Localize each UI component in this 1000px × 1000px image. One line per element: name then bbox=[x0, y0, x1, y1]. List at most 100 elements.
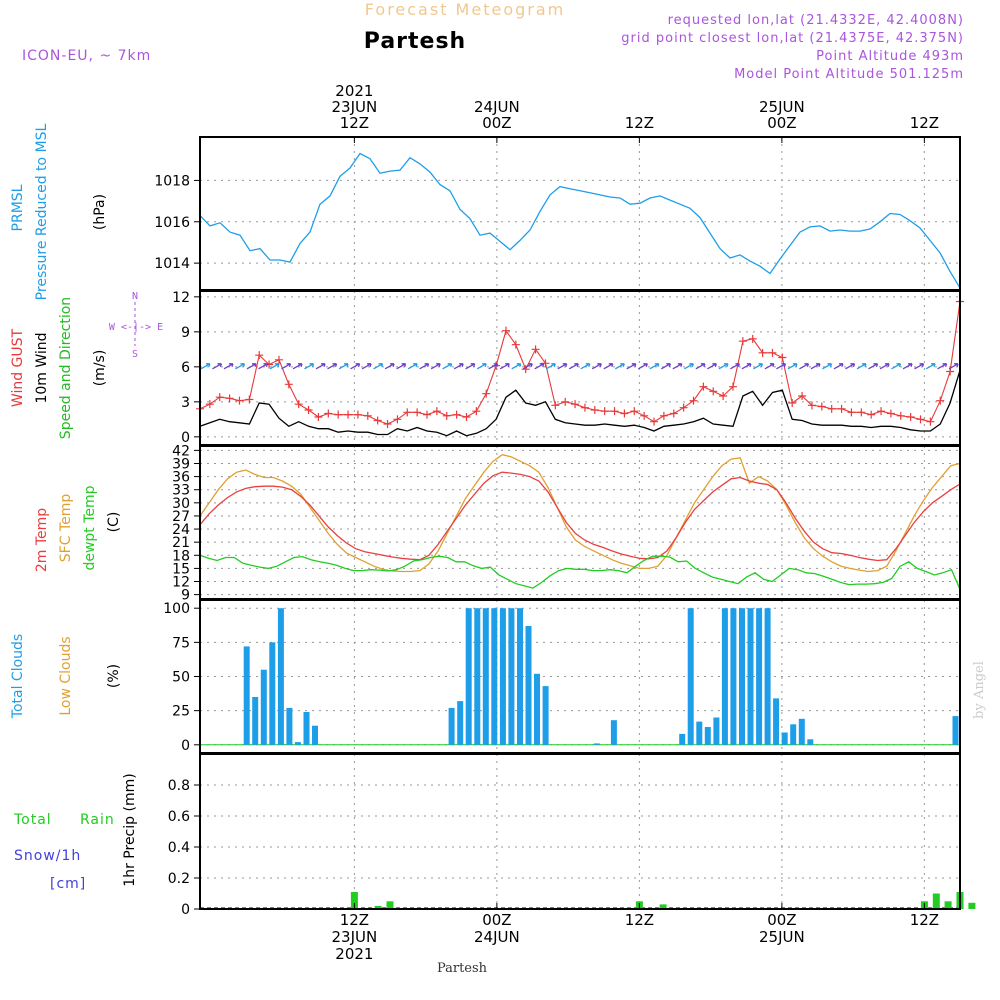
pressure-labels: PRMSL Pressure Reduced to MSL (hPa) bbox=[10, 123, 108, 300]
wind-direction-arrow bbox=[281, 363, 292, 370]
wind-direction-arrow bbox=[511, 363, 522, 370]
wind-gust-marker bbox=[857, 408, 866, 417]
wind-direction-arrow bbox=[879, 363, 890, 370]
cloud-bar bbox=[781, 732, 788, 745]
wind-direction-arrow bbox=[223, 363, 234, 370]
wind-gust-marker bbox=[521, 365, 530, 374]
wind-gust-marker bbox=[610, 407, 619, 416]
ytick-label: 24 bbox=[172, 522, 190, 538]
cloud-bar bbox=[303, 712, 310, 745]
wind-gust-marker bbox=[877, 407, 886, 416]
direction-label: Speed and Direction bbox=[58, 297, 74, 439]
wind-gust-marker bbox=[817, 402, 826, 411]
wind-gust-marker bbox=[452, 410, 461, 419]
wind-direction-arrow bbox=[568, 363, 579, 370]
wind-gust-marker bbox=[314, 413, 323, 421]
wind-gust-marker bbox=[304, 406, 313, 414]
wind-gust-marker bbox=[501, 326, 510, 335]
cloud-bar bbox=[730, 608, 737, 745]
cloud-bar bbox=[696, 721, 703, 745]
time-label-top: 12Z bbox=[340, 114, 369, 132]
total-label: Total bbox=[13, 812, 52, 828]
wind-direction-arrow bbox=[833, 363, 844, 370]
wind-direction-arrow bbox=[327, 363, 338, 370]
cloud-bar bbox=[286, 707, 293, 745]
wind-direction-arrow bbox=[212, 363, 223, 370]
wind-direction-arrow bbox=[488, 363, 499, 370]
ytick-label: 1018 bbox=[154, 173, 190, 189]
wind-direction-arrow bbox=[235, 363, 246, 370]
wind-direction-arrow bbox=[591, 363, 602, 370]
grid-point-coords: grid point closest lon,lat (21.4375E, 42… bbox=[621, 31, 964, 46]
time-label-top: 12Z bbox=[625, 114, 654, 132]
ytick-label: 15 bbox=[172, 561, 190, 577]
wind-direction-arrow bbox=[292, 363, 303, 370]
precip-bar bbox=[350, 892, 358, 909]
temp-2m-line bbox=[199, 471, 961, 562]
wind-gust-marker bbox=[235, 396, 244, 405]
wind-direction-arrow bbox=[545, 363, 556, 370]
precip-bar bbox=[374, 905, 382, 909]
wind-gust-marker bbox=[383, 420, 392, 428]
wind-direction-arrow bbox=[200, 363, 211, 370]
wind-gust-marker bbox=[916, 415, 925, 424]
time-label-top: 23JUN bbox=[332, 98, 378, 116]
panel-frame bbox=[199, 136, 961, 291]
gust-label: Wind GUST bbox=[10, 328, 26, 407]
wind-gust-marker bbox=[679, 403, 688, 412]
grid-lines bbox=[200, 137, 960, 910]
ytick-label: 0.6 bbox=[168, 809, 190, 825]
wind-gust-marker bbox=[442, 411, 451, 420]
ytick-label: 42 bbox=[172, 443, 190, 459]
wind-gust-marker bbox=[245, 395, 254, 404]
pressure-line bbox=[199, 152, 961, 289]
cloud-bar bbox=[499, 608, 506, 745]
pressure-unit: (hPa) bbox=[92, 194, 108, 230]
cloud-bar bbox=[517, 608, 523, 745]
panel-frame bbox=[199, 753, 961, 910]
cloud-bar bbox=[534, 673, 540, 745]
cloud-bar bbox=[764, 608, 771, 745]
ytick-label: 75 bbox=[172, 635, 190, 651]
temp-dewpt-label: dewpt Temp bbox=[82, 485, 98, 570]
wind-direction-arrow bbox=[614, 363, 625, 370]
wind-gust-marker bbox=[620, 409, 629, 418]
temp-2m-label: 2m Temp bbox=[34, 508, 50, 572]
requested-coords: requested lon,lat (21.4332E, 42.4008N) bbox=[668, 13, 964, 28]
cloud-bar bbox=[790, 724, 797, 745]
wind-direction-arrow bbox=[442, 363, 453, 370]
wind-direction-arrow bbox=[845, 363, 856, 370]
wind-direction-arrow bbox=[649, 363, 660, 370]
wind-gust-marker bbox=[659, 411, 668, 420]
cloud-bar bbox=[448, 707, 455, 745]
wind-gust-marker bbox=[837, 404, 846, 413]
wind-direction-arrow bbox=[856, 363, 867, 370]
wind-gust-marker bbox=[334, 410, 343, 419]
wind-gust-marker bbox=[531, 345, 540, 354]
wind-gust-marker bbox=[274, 355, 283, 364]
wind-direction-arrow bbox=[741, 363, 752, 370]
cloud-bar bbox=[312, 725, 318, 745]
cloud-bar bbox=[610, 720, 617, 745]
wind-gust-marker bbox=[255, 351, 264, 360]
wind-direction-arrow bbox=[776, 363, 787, 370]
wind-gust-line bbox=[199, 301, 961, 425]
precip-bar bbox=[659, 904, 667, 909]
wind-gust-marker bbox=[403, 408, 412, 417]
time-label-bottom: 24JUN bbox=[474, 928, 520, 946]
wind-direction-arrow bbox=[626, 363, 637, 370]
wind-gust-marker bbox=[344, 410, 353, 419]
wind-gust-marker bbox=[827, 404, 836, 413]
wind-direction-arrow bbox=[304, 363, 315, 370]
wind-gust-marker bbox=[758, 348, 767, 357]
location-title: Partesh bbox=[364, 29, 466, 54]
ytick-label: 100 bbox=[163, 601, 190, 617]
wind-gust-marker bbox=[867, 410, 876, 419]
time-label-bottom: 00Z bbox=[767, 911, 796, 929]
wind-gust-marker bbox=[413, 408, 422, 417]
cloud-bar bbox=[713, 717, 720, 745]
wind-direction-arrow bbox=[799, 363, 810, 370]
ytick-label: 1014 bbox=[154, 256, 190, 272]
wind-direction-arrow bbox=[730, 363, 740, 370]
cloud-bar bbox=[465, 608, 472, 745]
